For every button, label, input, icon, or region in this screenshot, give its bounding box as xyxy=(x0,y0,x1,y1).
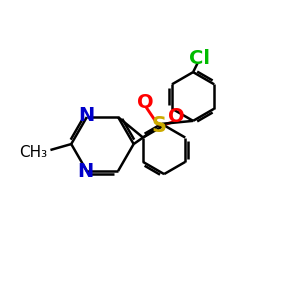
Text: N: N xyxy=(77,162,94,181)
Text: S: S xyxy=(152,116,166,136)
Text: Cl: Cl xyxy=(188,49,209,68)
Text: N: N xyxy=(79,106,95,125)
Text: O: O xyxy=(137,93,154,112)
Text: O: O xyxy=(168,107,185,126)
Text: CH₃: CH₃ xyxy=(19,146,47,160)
